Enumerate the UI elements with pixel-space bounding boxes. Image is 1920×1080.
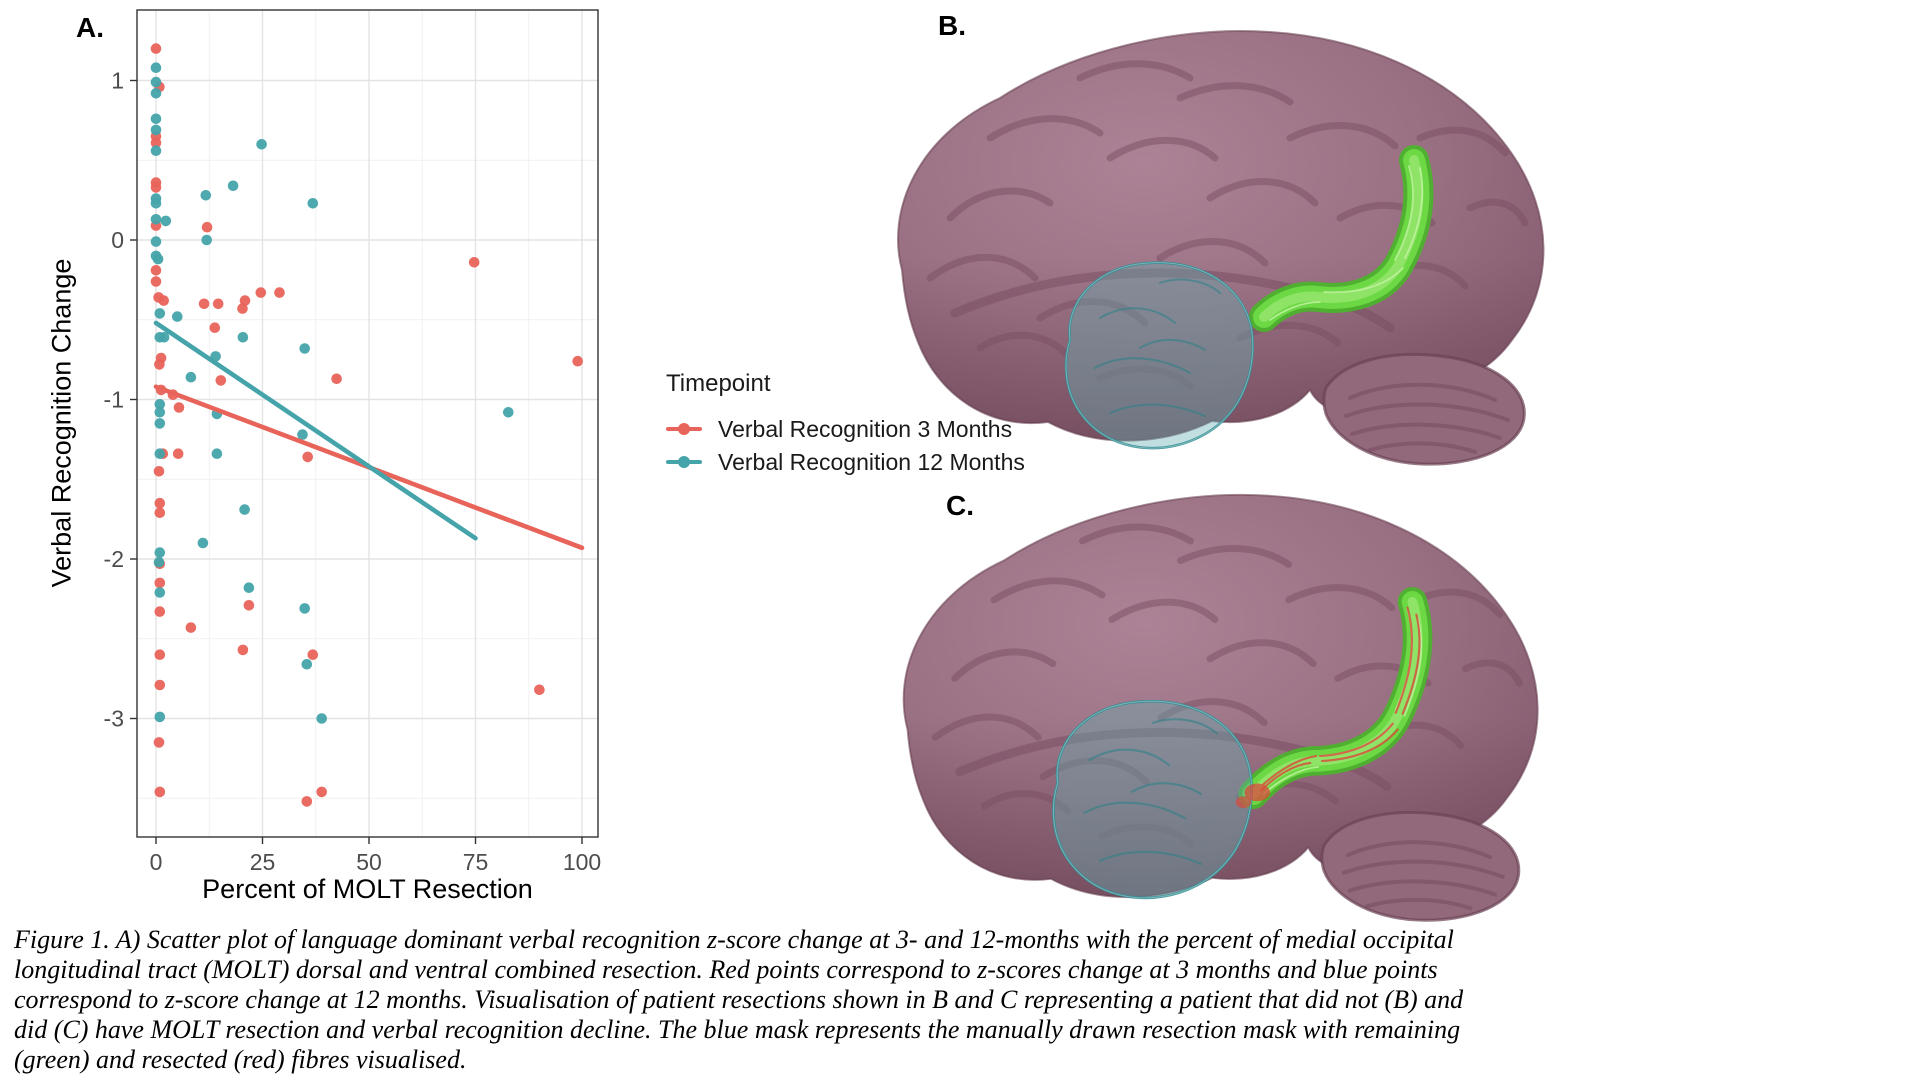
legend-item-12-months: Verbal Recognition 12 Months <box>666 447 1025 477</box>
svg-text:1: 1 <box>111 68 124 94</box>
caption-line: correspond to z-score change at 12 month… <box>14 985 1464 1014</box>
trend-line-series-1 <box>153 320 478 541</box>
legend-label-12-months: Verbal Recognition 12 Months <box>718 448 1025 475</box>
figure-caption: Figure 1. A) Scatter plot of language do… <box>14 925 1904 1075</box>
caption-line: did (C) have MOLT resection and verbal r… <box>14 1015 1461 1044</box>
svg-text:-3: -3 <box>104 706 124 732</box>
scatter-points-series-0 <box>150 43 583 807</box>
brain-illustration <box>902 493 1539 922</box>
svg-text:0: 0 <box>111 227 124 253</box>
svg-text:75: 75 <box>463 849 489 875</box>
x-axis-ticks: 0 25 50 75 100 <box>150 837 601 875</box>
legend-key-3-months-icon <box>666 423 702 435</box>
chart-legend: Timepoint Verbal Recognition 3 Months Ve… <box>666 370 1025 480</box>
svg-text:100: 100 <box>563 849 601 875</box>
legend-title: Timepoint <box>666 370 771 397</box>
molt-tract-green <box>1249 145 1434 332</box>
panel-c-label: C. <box>946 490 974 521</box>
scatter-plot: 0 25 50 75 100 1 0 -1 -2 -3 <box>104 9 601 875</box>
grid-minor <box>137 10 598 837</box>
y-axis-ticks: 1 0 -1 -2 -3 <box>104 68 137 732</box>
cerebellum <box>1322 352 1526 466</box>
resected-fibres-red <box>1260 606 1421 792</box>
sulci <box>926 60 1529 390</box>
caption-line: (green) and resected (red) fibres visual… <box>14 1045 467 1074</box>
brain-illustration <box>897 30 1545 466</box>
svg-text:0: 0 <box>150 849 163 875</box>
brain-render-with-resection <box>902 493 1539 922</box>
svg-text:-1: -1 <box>104 387 124 413</box>
cerebellum-folds <box>1341 840 1505 911</box>
panel-a-label: A. <box>76 12 104 43</box>
resected-fibre-endings <box>1235 783 1271 809</box>
y-axis-title: Verbal Recognition Change <box>46 258 77 588</box>
grid-major <box>137 10 598 837</box>
caption-line: Figure 1. A) Scatter plot of language do… <box>14 925 1454 954</box>
brain-render-no-resection <box>897 30 1545 466</box>
legend-key-12-months-icon <box>666 456 702 468</box>
resection-mask <box>1052 699 1253 900</box>
resection-mask <box>1064 261 1255 450</box>
panel-b-label: B. <box>938 10 966 41</box>
cerebellum <box>1320 811 1521 922</box>
legend-label-3-months: Verbal Recognition 3 Months <box>718 415 1013 442</box>
cerebellum-folds <box>1344 382 1510 454</box>
svg-text:-2: -2 <box>104 546 124 572</box>
legend-item-3-months: Verbal Recognition 3 Months <box>666 414 1025 444</box>
svg-text:50: 50 <box>356 849 382 875</box>
x-axis-title: Percent of MOLT Resection <box>202 874 533 904</box>
svg-text:25: 25 <box>250 849 276 875</box>
scatter-points-series-1 <box>150 62 514 724</box>
caption-line: longitudinal tract (MOLT) dorsal and ven… <box>14 955 1438 984</box>
